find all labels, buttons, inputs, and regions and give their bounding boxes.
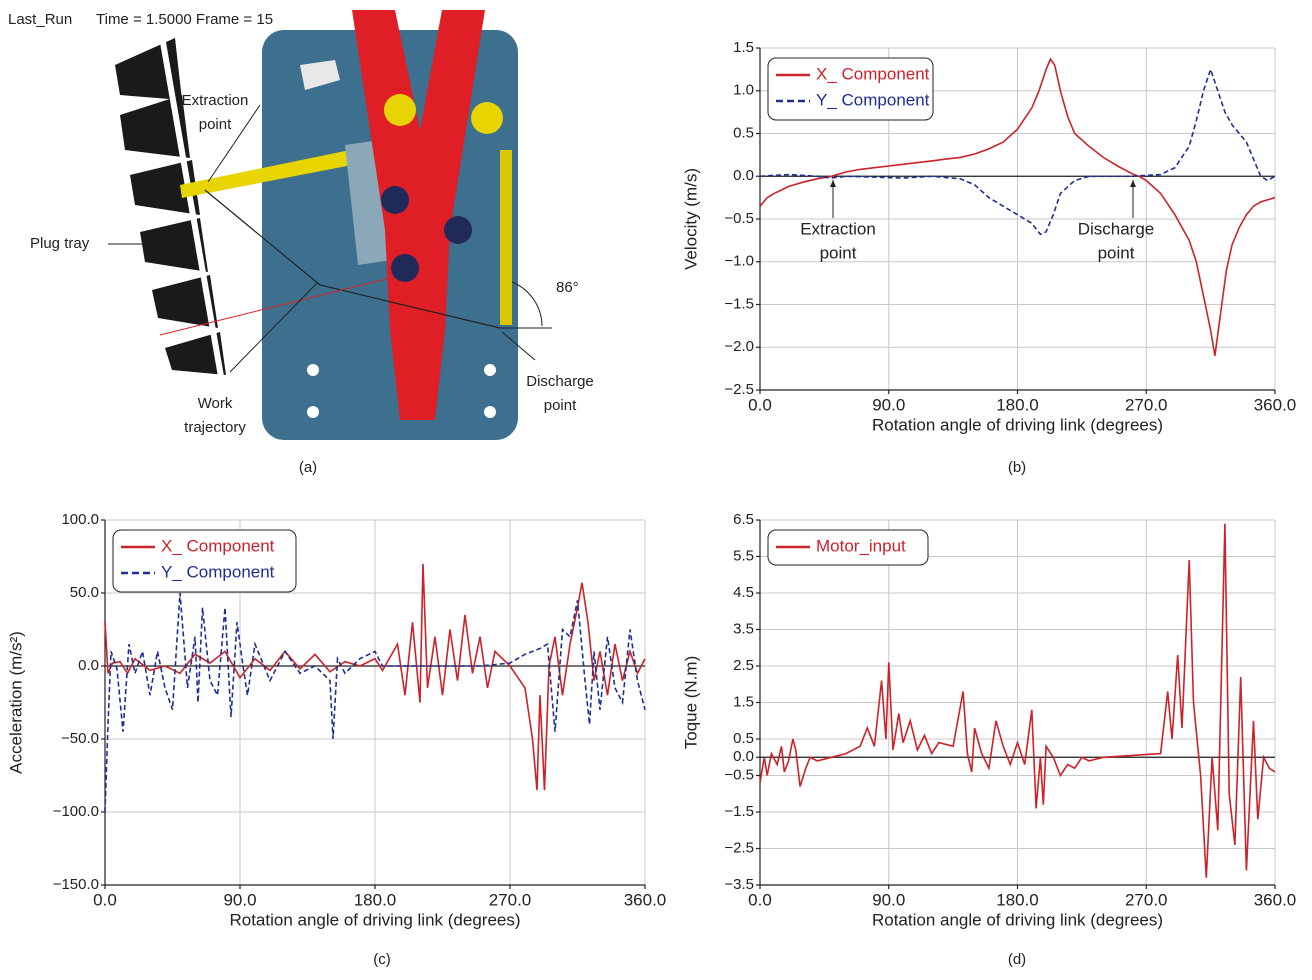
caption: (a): [299, 459, 317, 476]
caption: (d): [1008, 951, 1026, 968]
extraction-label: point: [199, 116, 232, 133]
trajectory-label: Work: [198, 395, 233, 412]
y-tick-label: −2.5: [724, 839, 754, 856]
x-axis-title: Rotation angle of driving link (degrees): [229, 910, 520, 929]
mechanism-diagram: [108, 10, 552, 440]
x-tick-label: 0.0: [748, 890, 772, 909]
figure: Last_Run Time = 1.5000 Frame = 15 Extrac…: [0, 0, 1312, 980]
y-tick-label: −1.0: [724, 253, 754, 270]
caption: (c): [373, 951, 391, 968]
x-tick-label: 270.0: [1125, 890, 1168, 909]
legend-label: Y_ Component: [816, 90, 930, 109]
legend-label: Y_ Component: [161, 562, 275, 581]
x-tick-label: 360.0: [1254, 890, 1297, 909]
discharge-label: point: [544, 397, 577, 414]
x-tick-label: 270.0: [489, 890, 532, 909]
y-axis-title: Velocity (m/s): [681, 168, 700, 270]
x-tick-label: 180.0: [996, 890, 1039, 909]
annotation: point: [820, 243, 857, 262]
y-tick-label: −150.0: [53, 876, 99, 893]
caption: (b): [1008, 459, 1026, 476]
y-tick-label: 4.5: [733, 584, 754, 601]
x-tick-label: 270.0: [1125, 395, 1168, 414]
arrow-head: [830, 180, 836, 187]
y-tick-label: −100.0: [53, 803, 99, 820]
annotation: Extraction: [800, 219, 876, 238]
legend-label: Motor_input: [816, 536, 906, 555]
time-frame: Time = 1.5000 Frame = 15: [96, 11, 273, 28]
y-tick-label: 2.5: [733, 657, 754, 674]
y-tick-label: 1.5: [733, 39, 754, 56]
joint: [471, 102, 503, 134]
x-tick-label: 180.0: [354, 890, 397, 909]
annotation: Discharge: [1078, 219, 1155, 238]
y-tick-label: 100.0: [61, 511, 99, 528]
y-tick-label: −50.0: [61, 730, 99, 747]
joint: [384, 94, 416, 126]
x-tick-label: 0.0: [748, 395, 772, 414]
y-tick-label: 6.5: [733, 511, 754, 528]
y-tick-label: 1.0: [733, 82, 754, 99]
y-axis-title: Toque (N.m): [681, 656, 700, 750]
x-tick-label: 90.0: [872, 395, 905, 414]
y-tick-label: 0.0: [78, 657, 99, 674]
x-axis-title: Rotation angle of driving link (degrees): [872, 910, 1163, 929]
joint: [444, 216, 472, 244]
legend-label: X_ Component: [161, 536, 275, 555]
rod: [500, 150, 512, 325]
trajectory-label: trajectory: [184, 419, 246, 436]
x-axis-title: Rotation angle of driving link (degrees): [872, 415, 1163, 434]
y-tick-label: 5.5: [733, 547, 754, 564]
y-tick-label: 0.5: [733, 730, 754, 747]
y-tick-label: −2.0: [724, 338, 754, 355]
x-tick-label: 180.0: [996, 395, 1039, 414]
y-axis-title: Acceleration (m/s²): [6, 631, 25, 774]
y-tick-label: 0.0: [733, 167, 754, 184]
y-tick-label: 0.5: [733, 124, 754, 141]
x-tick-label: 360.0: [1254, 395, 1297, 414]
x-tick-label: 90.0: [223, 890, 256, 909]
legend-label: X_ Component: [816, 64, 930, 83]
y-tick-label: 3.5: [733, 620, 754, 637]
y-tick-label: −0.5: [724, 210, 754, 227]
run-label: Last_Run: [8, 11, 72, 28]
joint: [381, 186, 409, 214]
discharge-label: Discharge: [526, 373, 594, 390]
y-tick-label: −1.5: [724, 803, 754, 820]
extraction-label: Extraction: [182, 92, 249, 109]
plug-tray-label: Plug tray: [30, 235, 90, 252]
x-tick-label: 0.0: [93, 890, 117, 909]
y-tick-label: 0.0: [733, 748, 754, 765]
y-tick-label: −0.5: [724, 766, 754, 783]
x-tick-label: 360.0: [624, 890, 667, 909]
angle-label: 86°: [556, 279, 579, 296]
y-tick-label: 50.0: [70, 584, 99, 601]
y-tick-label: −1.5: [724, 295, 754, 312]
y-tick-label: 1.5: [733, 693, 754, 710]
annotation: point: [1098, 243, 1135, 262]
arrow-head: [1130, 180, 1136, 187]
x-tick-label: 90.0: [872, 890, 905, 909]
joint: [391, 254, 419, 282]
